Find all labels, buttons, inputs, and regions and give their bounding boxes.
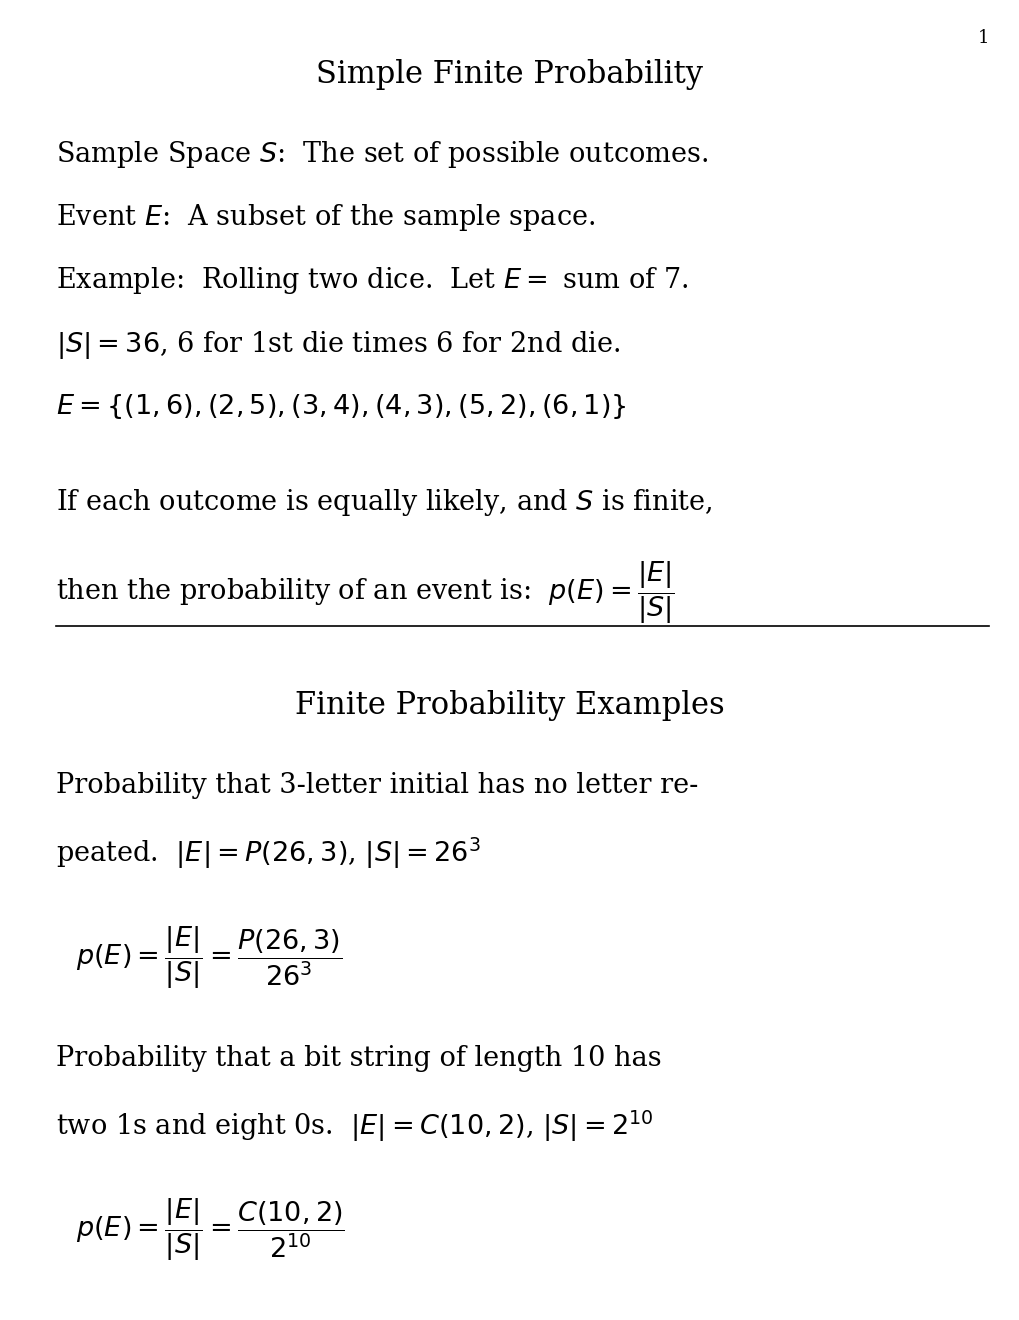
Text: $p(E) = \dfrac{|E|}{|S|} = \dfrac{C(10,2)}{2^{10}}$: $p(E) = \dfrac{|E|}{|S|} = \dfrac{C(10,2… (76, 1197, 345, 1263)
Text: Finite Probability Examples: Finite Probability Examples (294, 690, 725, 721)
Text: Example:  Rolling two dice.  Let $E =$ sum of 7.: Example: Rolling two dice. Let $E =$ sum… (56, 265, 688, 296)
Text: $|S| = 36$, 6 for 1st die times 6 for 2nd die.: $|S| = 36$, 6 for 1st die times 6 for 2n… (56, 329, 620, 360)
Text: $p(E) = \dfrac{|E|}{|S|} = \dfrac{P(26,3)}{26^3}$: $p(E) = \dfrac{|E|}{|S|} = \dfrac{P(26,3… (76, 924, 342, 991)
Text: two 1s and eight 0s.  $|E| = C(10,2)$, $|S| = 2^{10}$: two 1s and eight 0s. $|E| = C(10,2)$, $|… (56, 1109, 653, 1143)
Text: $E = \{(1,6),(2,5),(3,4),(4,3),(5,2),(6,1)\}$: $E = \{(1,6),(2,5),(3,4),(4,3),(5,2),(6,… (56, 392, 626, 421)
Text: Probability that 3-letter initial has no letter re-: Probability that 3-letter initial has no… (56, 772, 698, 800)
Text: If each outcome is equally likely, and $S$ is finite,: If each outcome is equally likely, and $… (56, 487, 712, 517)
Text: Event $\mathit{E}$:  A subset of the sample space.: Event $\mathit{E}$: A subset of the samp… (56, 202, 595, 232)
Text: then the probability of an event is:  $p(E) = \dfrac{|E|}{|S|}$: then the probability of an event is: $p(… (56, 560, 675, 627)
Text: 1: 1 (977, 29, 988, 48)
Text: peated.  $|E| = P(26,3)$, $|S| = 26^3$: peated. $|E| = P(26,3)$, $|S| = 26^3$ (56, 836, 481, 871)
Text: Probability that a bit string of length 10 has: Probability that a bit string of length … (56, 1045, 661, 1072)
Text: Simple Finite Probability: Simple Finite Probability (316, 59, 703, 90)
Text: Sample Space $\mathit{S}$:  The set of possible outcomes.: Sample Space $\mathit{S}$: The set of po… (56, 139, 708, 169)
